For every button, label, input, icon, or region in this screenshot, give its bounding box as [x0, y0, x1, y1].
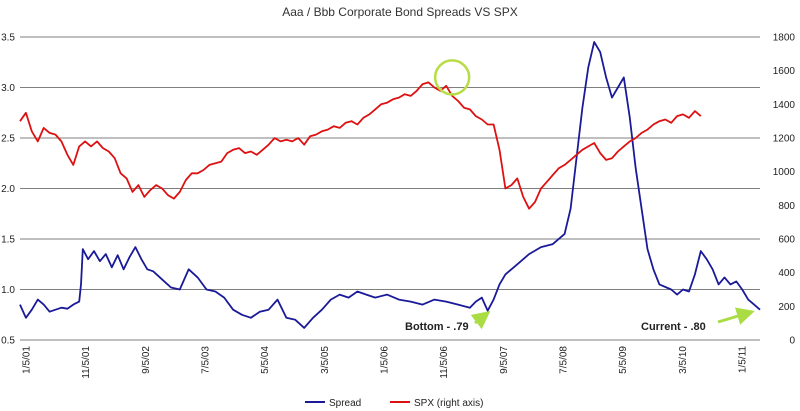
left-tick-label: 0.5	[1, 336, 15, 347]
x-tick-label: 7/5/03	[201, 346, 212, 374]
x-tick-label: 11/5/06	[439, 346, 450, 379]
annotation-current-label: Current - .80	[641, 321, 706, 333]
legend-spread-label: Spread	[329, 398, 361, 409]
right-tick-label: 0	[789, 336, 795, 347]
right-tick-label: 1200	[773, 134, 796, 145]
left-axis-ticks: 0.5 1.0 1.5 2.0 2.5 3.0 3.5	[1, 33, 15, 347]
legend-spx-label: SPX (right axis)	[414, 398, 483, 409]
left-tick-label: 3.5	[1, 33, 15, 44]
x-tick-label: 11/5/01	[81, 346, 92, 379]
x-tick-label: 1/5/01	[22, 346, 33, 374]
spread-line	[19, 41, 761, 329]
right-tick-label: 1400	[773, 100, 796, 111]
right-axis-ticks: 0 200 400 600 800 1000 1200 1400 1600 1800	[773, 33, 796, 347]
left-tick-label: 3.0	[1, 83, 15, 94]
annotation-current-arrow	[717, 307, 755, 325]
x-tick-label: 1/5/11	[738, 346, 749, 373]
right-tick-label: 1600	[773, 66, 796, 77]
x-axis-ticks: 1/5/01 11/5/01 9/5/02 7/5/03 5/5/04 3/5/05 1/5…	[22, 346, 749, 379]
right-tick-label: 200	[778, 302, 795, 313]
x-tick-label: 5/5/04	[260, 346, 271, 374]
x-tick-label: 3/5/05	[320, 346, 331, 374]
legend: Spread SPX (right axis)	[305, 398, 483, 409]
x-tick-label: 1/5/06	[380, 346, 391, 374]
right-tick-label: 600	[778, 235, 795, 246]
annotation-bottom-arrow	[470, 311, 491, 330]
spx-peak-highlight-circle	[433, 59, 471, 96]
right-tick-label: 400	[778, 268, 795, 279]
series-layer	[19, 41, 761, 329]
x-tick-label: 3/5/10	[678, 346, 689, 374]
left-tick-label: 1.0	[1, 285, 15, 296]
right-tick-label: 800	[778, 201, 795, 212]
x-tick-label: 7/5/08	[559, 346, 570, 374]
annotation-bottom-label: Bottom - .79	[405, 321, 469, 333]
annotations: Bottom - .79 Current - .80	[405, 59, 755, 333]
spx-line	[19, 81, 702, 210]
left-tick-label: 2.5	[1, 134, 15, 145]
chart-title: Aaa / Bbb Corporate Bond Spreads VS SPX	[282, 5, 517, 19]
right-tick-label: 1800	[773, 33, 796, 44]
x-tick-label: 9/5/07	[499, 346, 510, 374]
x-tick-label: 5/5/09	[618, 346, 629, 374]
x-tick-label: 9/5/02	[141, 346, 152, 374]
right-tick-label: 1000	[773, 167, 796, 178]
left-tick-label: 1.5	[1, 235, 15, 246]
gridlines	[20, 36, 760, 341]
left-tick-label: 2.0	[1, 184, 15, 195]
